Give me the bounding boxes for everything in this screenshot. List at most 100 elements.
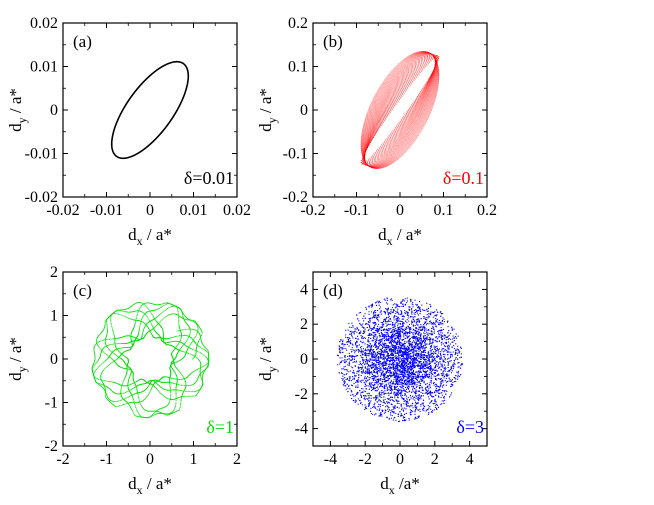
data-point (114, 340, 116, 342)
data-point (198, 375, 200, 377)
data-point (193, 370, 195, 372)
data-point (139, 416, 141, 418)
data-point (366, 398, 368, 400)
y-axis-label: dy / a* (6, 88, 29, 132)
data-point (133, 401, 135, 403)
data-point (195, 335, 197, 337)
data-point (132, 411, 134, 413)
data-point (172, 382, 174, 384)
series-trace (362, 55, 438, 165)
data-point (166, 413, 168, 415)
data-point (176, 378, 178, 380)
data-point (99, 357, 101, 359)
data-point (174, 362, 176, 364)
data-point (178, 370, 180, 372)
data-point (151, 324, 153, 326)
data-point (144, 326, 146, 328)
data-point (360, 381, 362, 383)
data-point (100, 340, 102, 342)
y-tick-label: -0.02 (25, 189, 58, 206)
data-point (361, 342, 363, 344)
data-point (175, 383, 177, 385)
data-point (443, 318, 445, 320)
data-point (189, 345, 191, 347)
data-point (362, 337, 365, 339)
x-tick-label: 1 (190, 451, 198, 468)
data-point (400, 309, 402, 312)
data-point (404, 366, 407, 368)
series-trace (362, 51, 438, 169)
data-point (418, 367, 420, 369)
data-point (141, 416, 144, 418)
data-point (376, 336, 378, 338)
data-point (167, 376, 169, 378)
data-point (174, 347, 176, 350)
data-point (121, 385, 123, 387)
data-point (174, 340, 176, 342)
data-point (181, 396, 183, 398)
data-point (112, 331, 114, 333)
data-point (198, 391, 200, 393)
data-point (112, 313, 114, 315)
data-point (110, 399, 112, 402)
data-point (142, 407, 144, 409)
data-point (146, 325, 148, 327)
x-tick-label: -0.1 (344, 202, 369, 219)
data-point (108, 338, 110, 340)
data-point (169, 397, 172, 399)
data-point (178, 317, 180, 319)
data-point (206, 357, 208, 359)
data-point (150, 388, 152, 390)
data-point (204, 369, 206, 371)
data-point (357, 339, 359, 341)
data-point (178, 325, 180, 327)
data-point (105, 353, 107, 355)
data-point (403, 300, 405, 302)
y-tick-label: 0 (50, 351, 58, 368)
data-point (93, 365, 95, 367)
data-point (419, 312, 421, 315)
data-point (187, 337, 189, 339)
data-point (112, 404, 114, 406)
data-point (114, 311, 116, 313)
data-point (387, 392, 390, 394)
data-point (110, 321, 112, 323)
data-point (140, 302, 142, 304)
data-point (100, 374, 102, 377)
data-point (158, 408, 161, 410)
data-point (411, 344, 414, 346)
data-point (374, 324, 376, 327)
data-point (364, 384, 367, 386)
data-point (445, 384, 447, 386)
data-point (135, 408, 137, 410)
series-trace (363, 54, 437, 166)
data-point (121, 404, 123, 406)
data-point (432, 356, 435, 359)
data-point (405, 335, 408, 337)
data-point (435, 379, 438, 381)
panel-label: (a) (73, 32, 92, 51)
data-point (160, 386, 162, 388)
data-point (116, 355, 118, 357)
x-axis-label-sub: x (387, 234, 393, 248)
data-point (437, 330, 439, 333)
data-point (436, 321, 438, 323)
data-point (127, 317, 129, 319)
data-point (181, 374, 183, 376)
data-point (143, 303, 145, 305)
data-point (206, 349, 208, 351)
data-point (103, 380, 105, 382)
data-point (141, 333, 143, 336)
data-point (109, 315, 111, 317)
data-point (115, 348, 117, 351)
data-point (150, 322, 152, 324)
x-tick-label: 0 (146, 202, 154, 219)
data-point (392, 310, 395, 312)
data-point (414, 410, 416, 412)
data-point (162, 333, 165, 335)
data-point (187, 346, 190, 348)
data-point (155, 325, 158, 327)
data-point (187, 317, 189, 320)
data-point (194, 329, 196, 331)
data-point (195, 347, 197, 349)
